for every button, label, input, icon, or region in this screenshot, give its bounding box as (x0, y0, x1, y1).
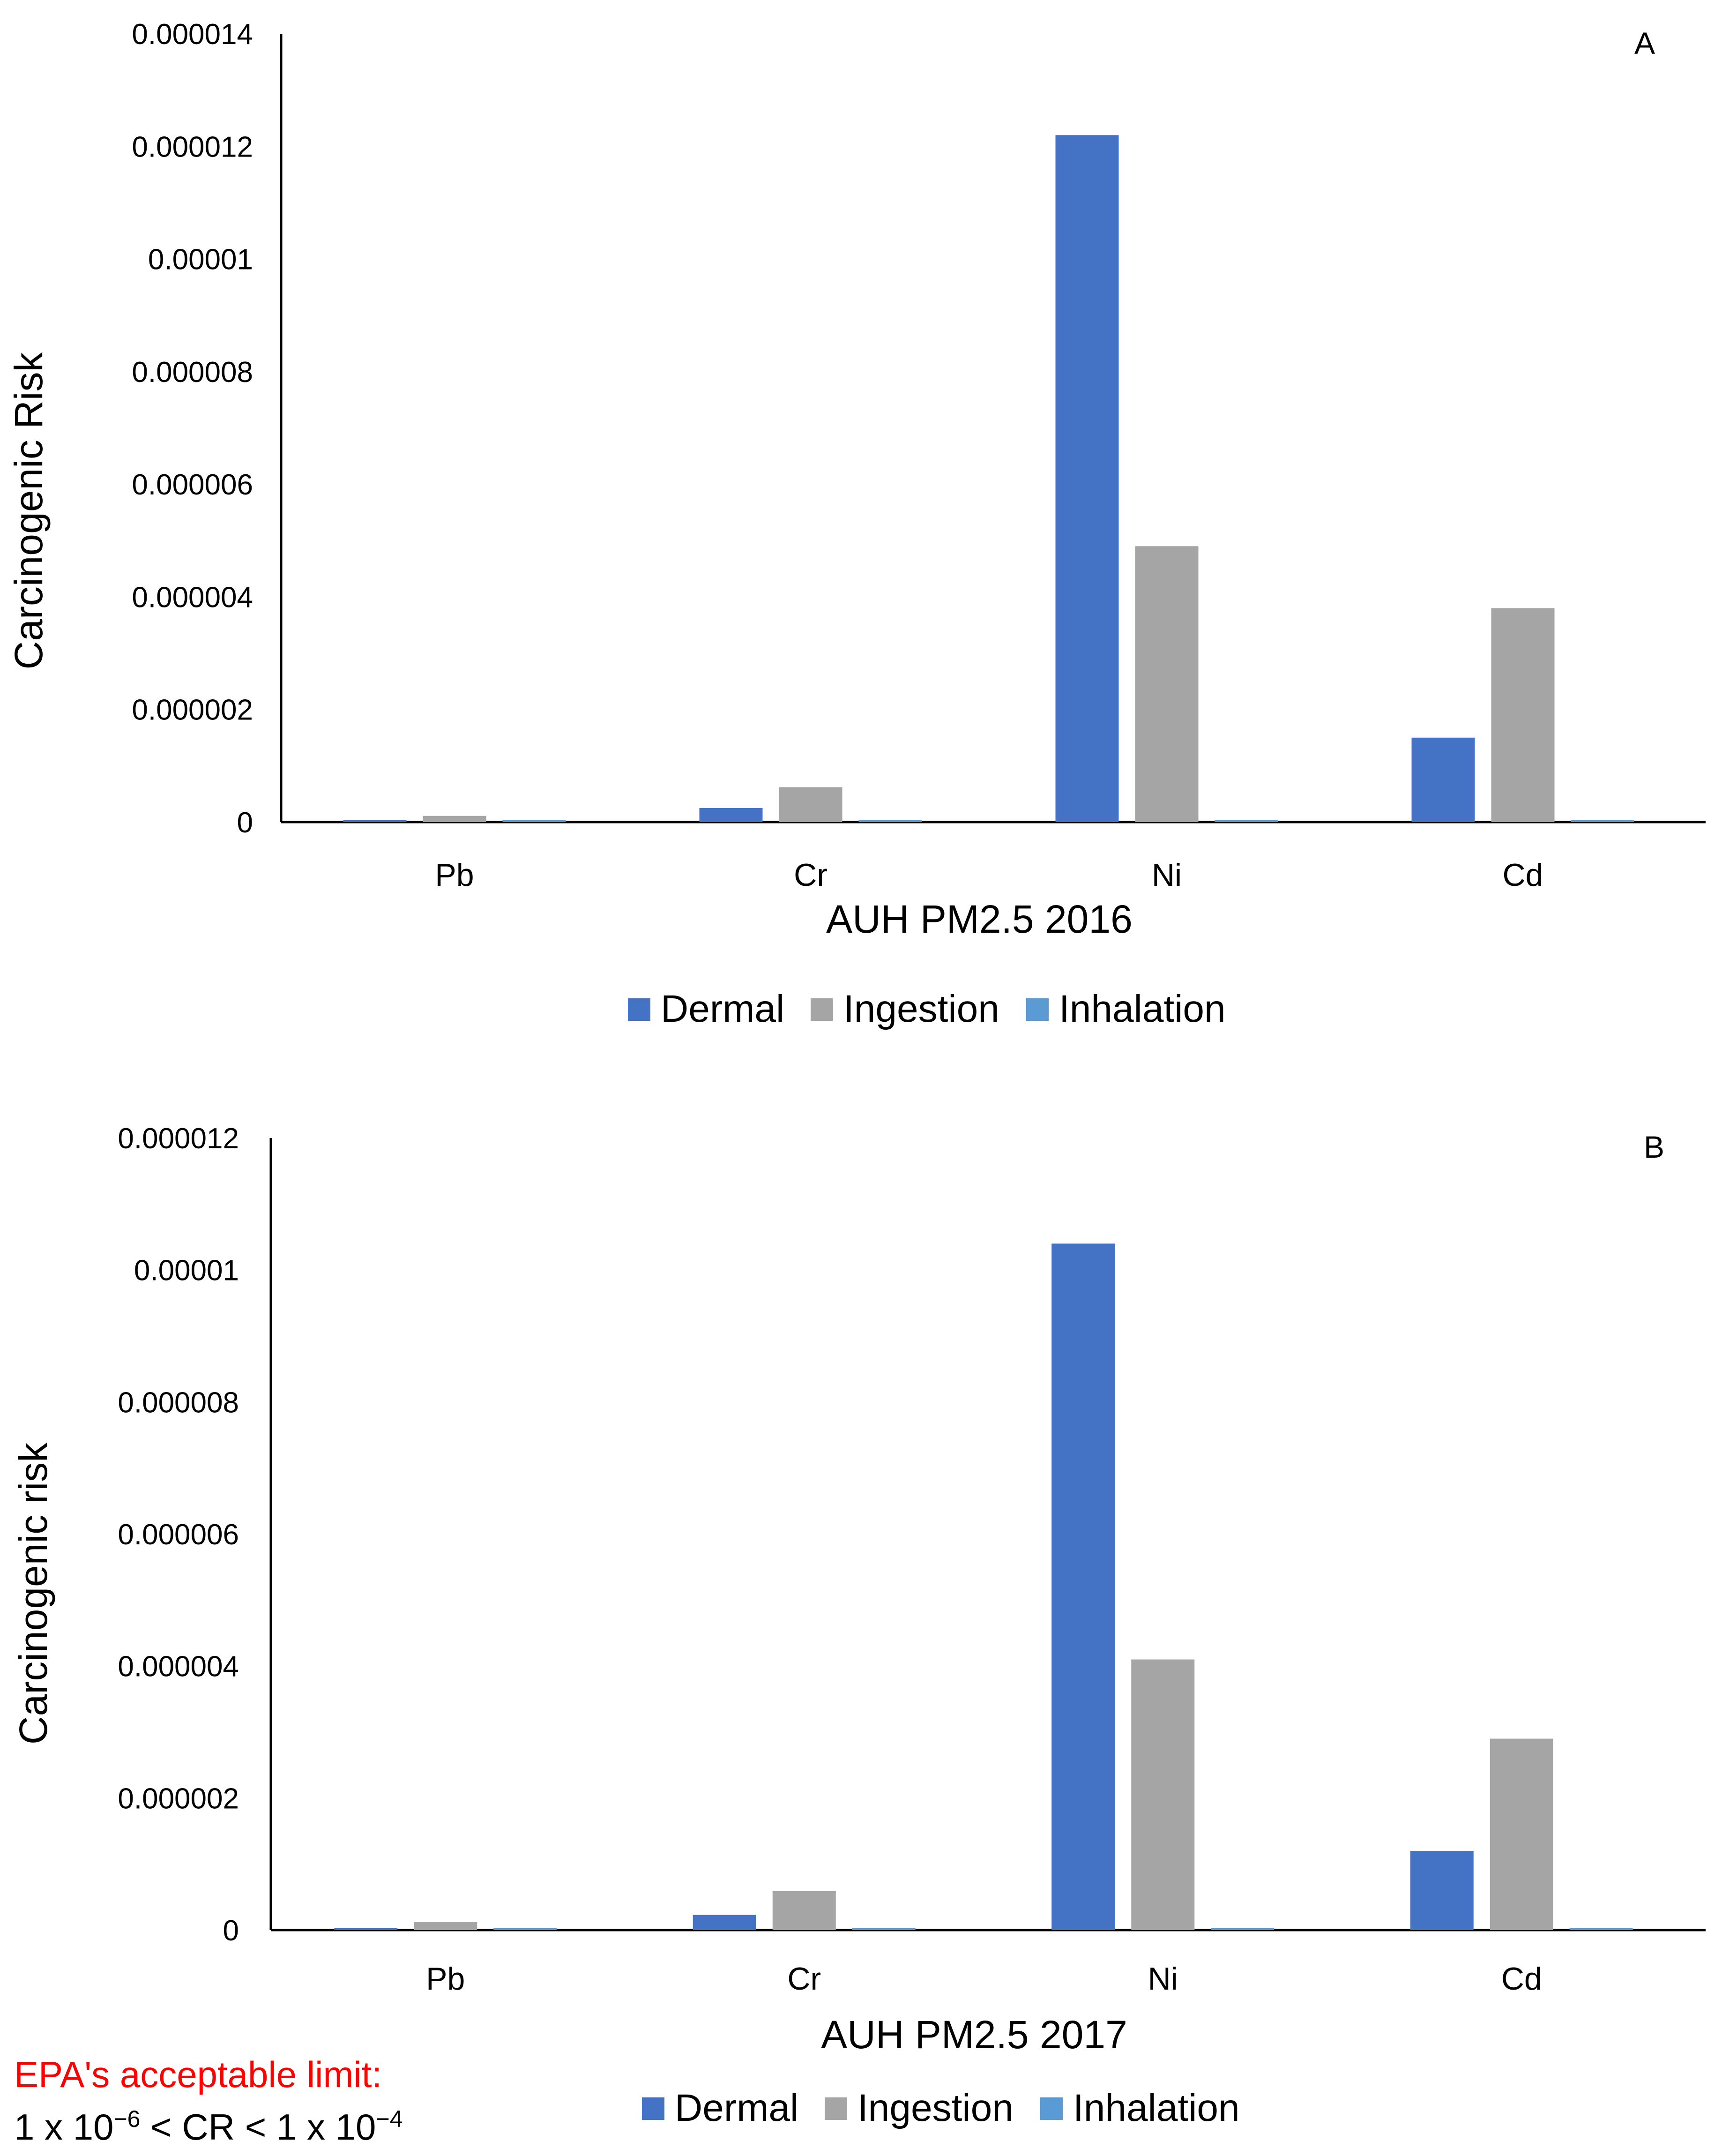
bar-ingestion-cd (1490, 1738, 1553, 1930)
y-tick-label: 0.000006 (118, 1519, 239, 1551)
legend-label-inhalation: Inhalation (1059, 988, 1226, 1030)
x-tick-label: Ni (1152, 857, 1182, 893)
bar-dermal-cd (1411, 737, 1475, 822)
legend-label-dermal: Dermal (661, 988, 784, 1030)
bar-ingestion-cr (779, 787, 842, 822)
bar-ingestion-ni (1131, 1659, 1195, 1930)
x-tick-label: Ni (1148, 1961, 1178, 1997)
formula-exp-high: −4 (376, 2106, 403, 2132)
legend-swatch-inhalation (1026, 998, 1049, 1021)
epa-limit-title: EPA's acceptable limit: (14, 2054, 382, 2095)
y-tick-label: 0.000014 (132, 18, 253, 51)
formula-exp-low: −6 (113, 2106, 141, 2132)
legend-swatch-inhalation (1040, 2097, 1063, 2120)
x-tick-label: Cd (1503, 857, 1543, 893)
legend-swatch-ingestion (825, 2097, 847, 2120)
legend-label-inhalation: Inhalation (1073, 2087, 1240, 2129)
legend-swatch-dermal (628, 998, 650, 1021)
bar-inhalation-ni (1211, 1928, 1275, 1930)
x-axis-title: AUH PM2.5 2017 (821, 2013, 1127, 2057)
chart-panel-b: 0 0.000002 0.000004 0.000006 0.000008 0.00001… (11, 1123, 1706, 2129)
y-tick-label: 0 (223, 1915, 239, 1947)
legend-label-ingestion: Ingestion (843, 988, 999, 1030)
x-tick-label: Cr (787, 1961, 821, 1997)
panel-label: A (1634, 26, 1655, 60)
y-tick-label: 0.000008 (118, 1386, 239, 1419)
y-tick-label: 0 (237, 807, 253, 839)
x-tick-label: Pb (435, 857, 474, 893)
x-tick-label: Cd (1501, 1961, 1542, 1997)
legend-label-dermal: Dermal (675, 2087, 798, 2129)
y-tick-label: 0.000006 (132, 469, 253, 501)
y-axis-title: Carcinogenic risk (11, 1442, 55, 1744)
x-tick-label: Pb (426, 1961, 465, 1997)
bar-ingestion-pb (423, 816, 486, 822)
y-axis-title: Carcinogenic Risk (7, 352, 51, 670)
y-tick-label: 0.00001 (134, 1255, 239, 1287)
bar-dermal-cd (1410, 1851, 1474, 1930)
legend: Dermal Ingestion Inhalation (628, 988, 1226, 1030)
legend: Dermal Ingestion Inhalation (642, 2087, 1240, 2129)
formula-mid: < CR < 1 x 10 (140, 2106, 376, 2148)
legend-label-ingestion: Ingestion (857, 2087, 1014, 2129)
x-axis-title: AUH PM2.5 2016 (826, 897, 1133, 941)
chart-panel-a: 0 0.000002 0.000004 0.000006 0.000008 0.00001… (7, 18, 1706, 1030)
bar-dermal-ni (1055, 135, 1119, 823)
bar-dermal-pb (343, 820, 407, 822)
bar-inhalation-cr (852, 1928, 916, 1930)
legend-swatch-ingestion (811, 998, 833, 1021)
bar-inhalation-ni (1215, 820, 1278, 822)
epa-limit-formula: 1 x 10−6 < CR < 1 x 10−4 (14, 2101, 576, 2153)
bar-inhalation-cd (1569, 1928, 1633, 1930)
bar-inhalation-cd (1571, 820, 1634, 822)
epa-limit-note: EPA's acceptable limit: 1 x 10−6 < CR < … (14, 2048, 576, 2153)
bar-ingestion-pb (414, 1922, 477, 1930)
y-tick-label: 0.000004 (118, 1651, 239, 1683)
y-tick-label: 0.000012 (132, 131, 253, 163)
bar-inhalation-pb (493, 1928, 557, 1930)
bar-ingestion-ni (1135, 546, 1199, 822)
panel-label: B (1644, 1130, 1664, 1164)
y-tick-label: 0.000012 (118, 1123, 239, 1155)
bar-inhalation-pb (502, 820, 566, 822)
bar-dermal-ni (1051, 1243, 1115, 1930)
formula-prefix: 1 x 10 (14, 2106, 114, 2148)
y-tick-label: 0.000004 (132, 581, 253, 614)
bar-ingestion-cd (1491, 608, 1555, 822)
bar-dermal-cr (693, 1915, 756, 1930)
legend-swatch-dermal (642, 2097, 664, 2120)
bar-ingestion-cr (772, 1891, 836, 1930)
bar-dermal-cr (699, 808, 763, 822)
bar-dermal-pb (334, 1928, 398, 1930)
bar-inhalation-cr (858, 820, 922, 822)
y-tick-label: 0.000008 (132, 356, 253, 389)
y-tick-label: 0.000002 (132, 694, 253, 726)
x-tick-label: Cr (794, 857, 827, 893)
y-tick-label: 0.00001 (148, 244, 253, 276)
y-tick-label: 0.000002 (118, 1782, 239, 1815)
